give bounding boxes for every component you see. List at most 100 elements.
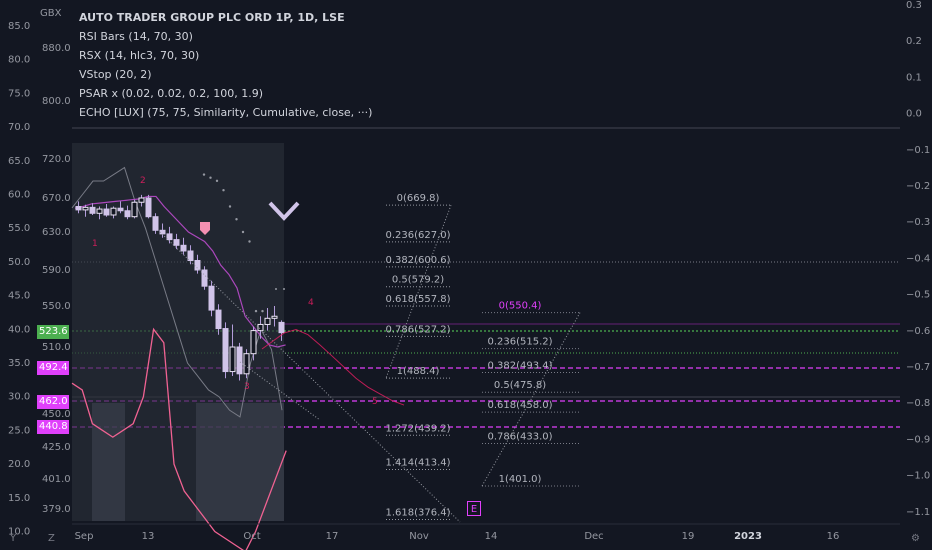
fib-right-label: 0.618(458.0): [487, 400, 552, 411]
price-axis-tick: 425.0: [42, 442, 71, 453]
candle-body: [145, 197, 152, 218]
candle-body: [75, 206, 82, 211]
right-axis-tick: −0.6: [906, 326, 930, 337]
right-axis-tick: −1.1: [906, 507, 930, 518]
currency-label: GBX: [40, 8, 62, 19]
series-layer: 1 2 3 4 5: [71, 166, 461, 550]
rsi-axis-tick: 10.0: [8, 527, 30, 538]
right-axis-tick: −0.4: [906, 253, 930, 264]
x-axis-tick: 19: [682, 531, 695, 542]
psar-dot: [254, 309, 258, 313]
right-axis-tick: −0.2: [906, 181, 930, 192]
vstop-line: [74, 195, 286, 348]
candle-body: [250, 330, 257, 355]
psar-dot: [209, 176, 212, 179]
psar-dot: [235, 218, 238, 221]
fib-left-label: 0.5(579.2): [392, 275, 444, 286]
rsx-line: [71, 166, 283, 418]
x-axis-tick: Dec: [584, 531, 603, 542]
rsi-axis-tick: 25.0: [8, 425, 30, 436]
fib-right-label: 0.236(515.2): [487, 337, 552, 348]
candle-body: [103, 208, 110, 216]
right-axis-tick: 0.2: [906, 36, 922, 47]
fib-right-label: 0.382(493.4): [487, 361, 552, 372]
rsi-oversold-zone-1: [92, 403, 125, 521]
echo-badge[interactable]: E: [467, 501, 481, 516]
candle-body: [96, 208, 103, 214]
candle-body: [124, 210, 131, 218]
price-axis-tick: 379.0: [42, 504, 71, 515]
price-axis-tick: 450.0: [42, 409, 71, 420]
indicator-rsi-bars[interactable]: RSI Bars (14, 70, 30): [79, 30, 193, 43]
price-tag: 492.4: [37, 361, 69, 375]
candle-body: [243, 353, 250, 375]
fib-left-label: 1.272(439.2): [385, 423, 450, 434]
rsi-axis-tick: 20.0: [8, 459, 30, 470]
price-axis-tick: 720.0: [42, 154, 71, 165]
candle-body: [110, 207, 117, 216]
fib-left-label: 0.236(627.0): [385, 230, 450, 241]
price-axis-tick: 670.0: [42, 193, 71, 204]
right-axis-tick: 0.3: [906, 0, 922, 11]
rsi-shading: [72, 143, 284, 521]
rsi-axis-tick: 60.0: [8, 190, 30, 201]
gear-icon[interactable]: ⚙: [911, 533, 920, 544]
x-axis-tick: 2023: [734, 531, 762, 542]
indicator-echo[interactable]: ECHO [LUX] (75, 75, Similarity, Cumulati…: [79, 106, 373, 119]
fib-left-label: 0.618(557.8): [385, 294, 450, 305]
price-axis-tick: 401.0: [42, 474, 71, 485]
rsi-oversold-zone-2: [196, 403, 284, 521]
x-axis-tick: Oct: [243, 531, 260, 542]
indicator-rsx[interactable]: RSX (14, hlc3, 70, 30): [79, 49, 200, 62]
x-axis-tick: Nov: [409, 531, 429, 542]
right-axis-tick: −0.1: [906, 145, 930, 156]
candle-body: [117, 207, 124, 212]
z-axis-toggle[interactable]: Z: [48, 533, 55, 544]
sell-chevron-icon: [268, 201, 300, 221]
rsi-axis-tick: 85.0: [8, 21, 30, 32]
price-axis-tick: 630.0: [42, 227, 71, 238]
psar-dot: [275, 288, 277, 290]
rsi-axis-tick: 30.0: [8, 392, 30, 403]
candle-body: [82, 206, 89, 211]
trend-projection: [159, 231, 461, 523]
rsi-axis-tick: 15.0: [8, 493, 30, 504]
x-axis-tick: 17: [326, 531, 339, 542]
rsi-axis-tick: 45.0: [8, 291, 30, 302]
rsi-axis-tick: 40.0: [8, 324, 30, 335]
indicator-psar[interactable]: PSAR x (0.02, 0.02, 0.2, 100, 1.9): [79, 87, 264, 100]
candle-body: [229, 346, 236, 373]
candle-body: [208, 285, 215, 311]
symbol-title[interactable]: AUTO TRADER GROUP PLC ORD 1P, 1D, LSE: [79, 11, 345, 24]
psar-dot: [261, 309, 264, 313]
x-axis-tick: Sep: [75, 531, 94, 542]
candle-body: [278, 321, 285, 334]
fib-left-label: 0.382(600.6): [385, 255, 450, 266]
psar-dot: [283, 288, 285, 290]
right-axis-tick: −1.0: [906, 471, 930, 482]
right-axis-tick: −0.3: [906, 217, 930, 228]
fib-left-label: 0.786(527.2): [385, 324, 450, 335]
fib-left-label: 1(488.4): [397, 366, 440, 377]
psar-dot: [228, 205, 232, 208]
fib-right-label: 0.5(475.8): [494, 380, 546, 391]
right-axis-tick: −0.8: [906, 398, 930, 409]
fib-right-label: 0(550.4): [499, 301, 542, 312]
rsi-axis-tick: 55.0: [8, 223, 30, 234]
wave-label: 1: [92, 239, 98, 249]
wave-label: 3: [244, 382, 250, 392]
right-axis-tick: 0.1: [906, 72, 922, 83]
candle-body: [215, 309, 222, 330]
indicator-vstop[interactable]: VStop (20, 2): [79, 68, 152, 81]
psar-dot: [248, 240, 251, 243]
candle-body: [264, 317, 271, 325]
candle-body: [222, 328, 229, 373]
flag-marker-icon: [200, 222, 210, 235]
fib-layer: 0(669.8) 0.236(627.0) 0.382(600.6) 0.5(579.…: [385, 193, 581, 521]
wave-label: 5: [372, 397, 378, 407]
chart-legend: AUTO TRADER GROUP PLC ORD 1P, 1D, LSE RS…: [79, 8, 372, 122]
y-axis-toggle[interactable]: Y: [10, 533, 17, 544]
price-axis-tick: 800.0: [42, 96, 71, 107]
candle-body: [257, 323, 264, 332]
